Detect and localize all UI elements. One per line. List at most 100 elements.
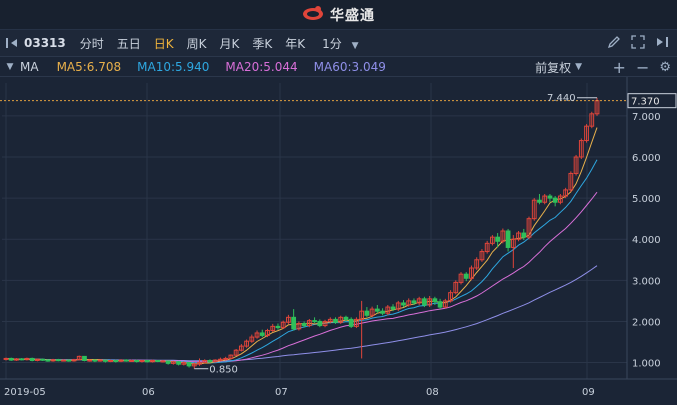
candle-body bbox=[197, 362, 202, 365]
candle-body bbox=[589, 113, 595, 127]
interval-dropdown[interactable]: 1分 ▼ bbox=[322, 35, 358, 52]
high-price-label: 7.440 bbox=[547, 93, 576, 104]
candle-body bbox=[8, 357, 14, 361]
candle-body bbox=[144, 360, 150, 363]
candle-body bbox=[291, 316, 297, 330]
candle-body bbox=[186, 362, 192, 367]
chevron-down-icon: ▼ bbox=[575, 62, 582, 72]
ma-indicator-label[interactable]: MA bbox=[20, 59, 39, 74]
tab-weekly-k[interactable]: 周K bbox=[186, 36, 207, 51]
candlestick-chart[interactable]: 1.000 2.000 3.000 4.000 5.000 6.000 7.000 2019-… bbox=[0, 77, 677, 405]
candle-body bbox=[228, 354, 234, 359]
collapse-right-icon[interactable] bbox=[655, 36, 669, 51]
app-title-bar: 华盛通 bbox=[0, 0, 677, 30]
candle-body bbox=[463, 273, 469, 279]
candle-body bbox=[322, 320, 328, 327]
x-tick-label: 06 bbox=[142, 387, 155, 398]
candle-body bbox=[380, 310, 385, 314]
x-tick-label: 09 bbox=[582, 387, 595, 398]
ma10-line bbox=[5, 159, 598, 364]
candle-body bbox=[160, 360, 166, 363]
y-tick-label: 1.000 bbox=[632, 359, 661, 370]
remove-indicator-icon[interactable]: − bbox=[635, 57, 650, 77]
candle-body bbox=[338, 316, 344, 323]
brand-logo-icon bbox=[302, 5, 324, 25]
add-indicator-icon[interactable]: + bbox=[612, 57, 626, 77]
candle-body bbox=[165, 360, 171, 364]
candle-body bbox=[3, 357, 9, 360]
candle-body bbox=[118, 359, 124, 362]
tab-five-day[interactable]: 五日 bbox=[116, 36, 141, 51]
candle-body bbox=[45, 359, 51, 362]
candle-body bbox=[129, 360, 134, 362]
candle-body bbox=[531, 199, 537, 220]
tab-intraday[interactable]: 分时 bbox=[79, 36, 104, 51]
candle-body bbox=[442, 300, 448, 308]
candle-body bbox=[150, 360, 155, 363]
candle-body bbox=[563, 189, 569, 197]
tab-daily-k[interactable]: 日K bbox=[153, 36, 174, 51]
candle-body bbox=[306, 320, 312, 327]
candle-body bbox=[374, 308, 380, 312]
ma60-value: MA60:3.049 bbox=[313, 59, 386, 74]
tab-quarterly-k[interactable]: 季K bbox=[252, 36, 273, 51]
candle-body bbox=[139, 360, 145, 362]
candle-body bbox=[395, 302, 401, 310]
interval-value: 1分 bbox=[322, 36, 342, 51]
stock-code: 03313 bbox=[24, 36, 66, 50]
candle-body bbox=[108, 360, 113, 362]
candle-body bbox=[223, 357, 229, 360]
collapse-panel-icon[interactable] bbox=[0, 30, 24, 57]
candle-body bbox=[526, 218, 532, 238]
candle-body bbox=[547, 195, 553, 199]
candle-body bbox=[61, 359, 66, 362]
moving-average-bar: ▼ MA MA5:6.708 MA10:5.940 MA20:5.044 MA6… bbox=[0, 57, 677, 77]
chart-toolbar: 03313 分时 五日 日K 周K 月K 季K 年K 1分 ▼ bbox=[0, 30, 677, 57]
candle-body bbox=[218, 358, 223, 361]
candle-body bbox=[312, 320, 317, 323]
candle-body bbox=[207, 360, 213, 363]
candle-body bbox=[484, 242, 490, 253]
candle-body bbox=[181, 362, 187, 365]
candle-body bbox=[14, 358, 19, 361]
ma20-value: MA20:5.044 bbox=[225, 59, 298, 74]
candle-body bbox=[212, 359, 218, 363]
candle-body bbox=[558, 195, 563, 203]
candle-body bbox=[92, 359, 98, 362]
x-tick-label: 07 bbox=[275, 387, 288, 398]
fullscreen-icon[interactable] bbox=[631, 35, 645, 52]
candle-body bbox=[176, 361, 181, 365]
chart-canvas[interactable]: 1.000 2.000 3.000 4.000 5.000 6.000 7.000 2019-… bbox=[0, 77, 677, 405]
candle-body bbox=[411, 300, 417, 304]
tab-monthly-k[interactable]: 月K bbox=[219, 36, 240, 51]
current-price-box bbox=[627, 93, 677, 109]
settings-gear-icon[interactable]: ⚙ bbox=[659, 59, 671, 75]
candle-body bbox=[401, 302, 406, 306]
y-tick-label: 6.000 bbox=[632, 153, 661, 164]
y-tick-label: 7.000 bbox=[632, 112, 661, 123]
current-price-label: 7.370 bbox=[631, 97, 660, 108]
tab-yearly-k[interactable]: 年K bbox=[285, 36, 306, 51]
ma10-value: MA10:5.940 bbox=[137, 59, 210, 74]
candle-body bbox=[275, 325, 281, 329]
candle-body bbox=[170, 361, 176, 364]
x-tick-label: 2019-05 bbox=[4, 387, 46, 398]
candle-body bbox=[249, 336, 255, 342]
candle-body bbox=[490, 236, 495, 244]
candle-body bbox=[354, 318, 359, 327]
low-price-label: 0.850 bbox=[209, 365, 238, 376]
candle-body bbox=[238, 345, 244, 351]
price-adjust-dropdown[interactable]: 前复权 ▼ bbox=[535, 57, 582, 77]
candle-body bbox=[286, 316, 291, 323]
pencil-draw-icon[interactable] bbox=[607, 35, 621, 52]
candle-body bbox=[29, 357, 35, 362]
candle-body bbox=[552, 197, 558, 203]
y-tick-label: 2.000 bbox=[632, 317, 661, 328]
candle-body bbox=[34, 358, 40, 361]
candle-body bbox=[55, 359, 61, 362]
candle-body bbox=[406, 300, 412, 306]
caret-down-icon[interactable]: ▼ bbox=[6, 61, 14, 72]
candle-body bbox=[296, 323, 302, 330]
candle-body bbox=[134, 360, 140, 362]
y-tick-label: 5.000 bbox=[632, 194, 661, 205]
